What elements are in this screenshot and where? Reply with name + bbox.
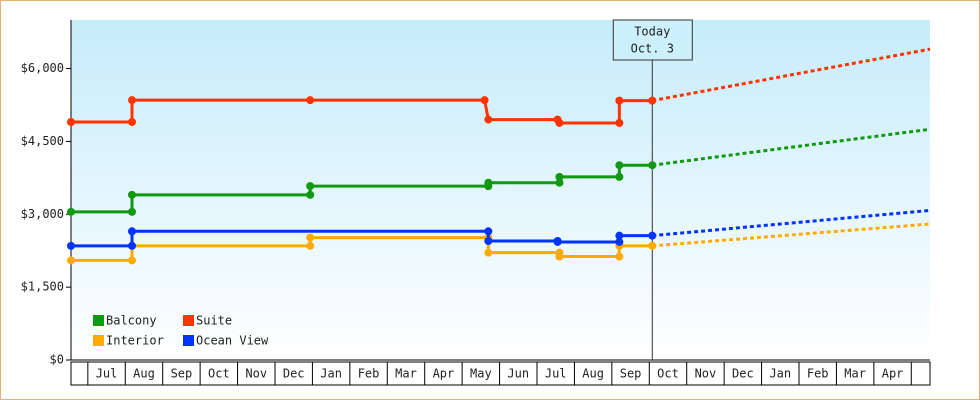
point [128,118,137,126]
point [306,96,315,105]
point [555,172,564,181]
today-label: Oct. 3 [631,42,674,56]
x-tick-label: Dec [732,367,754,381]
legend-swatch [183,335,194,346]
projection-line [652,47,931,103]
point [615,237,624,246]
point [484,237,493,245]
projection-line [652,208,931,238]
x-tick-label: Feb [807,367,829,381]
point [553,237,562,246]
point [615,161,624,170]
x-tick-label: Mar [844,367,866,381]
y-tick-label: $4,500 [21,134,64,148]
legend-swatch [183,315,194,326]
x-tick-label: Nov [245,367,267,381]
projection-line [652,222,931,248]
point [67,118,75,126]
today-box [612,19,693,61]
legend-label: Interior [106,334,164,348]
point [128,190,137,199]
x-tick-label: Jul [96,367,118,381]
point [648,161,657,170]
point [128,227,137,236]
legend-swatch [93,315,104,326]
x-tick-label: May [470,367,492,381]
point [484,248,493,257]
y-tick-label: $0 [50,353,64,367]
point [555,252,564,261]
point [615,118,624,127]
point [128,256,137,265]
point [615,231,624,240]
x-tick-label: Sep [620,367,642,381]
x-tick-label: Mar [395,367,417,381]
x-tick-label: Oct [657,367,679,381]
x-tick-label: Aug [133,367,155,381]
point [648,96,657,105]
point [67,256,75,265]
y-tick-label: $1,500 [21,280,64,294]
x-tick-label: Aug [582,367,604,381]
x-tick-label: Apr [882,367,904,381]
point [306,233,315,242]
x-tick-label: Jan [769,367,791,381]
plot-area [71,20,930,360]
point [67,207,75,216]
point [306,241,315,250]
point [615,252,624,261]
legend-swatch [93,335,104,346]
today-label: Today [634,25,670,39]
legend-label: Suite [196,314,232,328]
point [128,96,137,105]
x-tick-label: Dec [283,367,305,381]
point [484,115,493,124]
point [648,231,657,240]
legend-label: Balcony [106,314,157,328]
projection-line [652,127,931,167]
x-tick-label: Sep [171,367,193,381]
x-tick-label: Jul [545,367,567,381]
legend-label: Ocean View [196,334,269,348]
x-tick-label: Oct [208,367,230,381]
point [484,178,493,187]
x-tick-label: Apr [433,367,455,381]
point [306,182,315,191]
x-tick-label: Jun [507,367,529,381]
point [128,207,137,216]
point [306,190,315,199]
point [555,178,564,187]
x-tick-label: Jan [320,367,342,381]
x-tick-label: Nov [695,367,717,381]
point [615,172,624,181]
y-tick-label: $3,000 [21,207,64,221]
point [648,241,657,250]
point [484,227,493,236]
y-tick-label: $6,000 [21,61,64,75]
x-axis-band [70,361,931,386]
point [67,241,75,250]
point [480,96,489,105]
point [555,118,564,127]
point [615,96,624,105]
x-tick-label: Feb [358,367,380,381]
point [128,241,137,250]
